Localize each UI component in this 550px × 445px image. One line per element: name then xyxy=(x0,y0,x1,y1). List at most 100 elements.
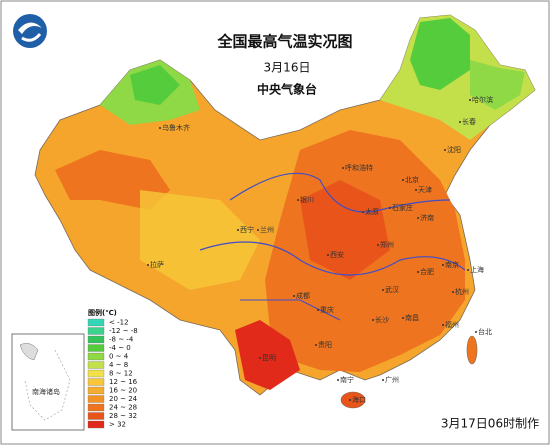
city-label: 兰州 xyxy=(260,225,274,234)
city-label: 天津 xyxy=(418,186,432,194)
legend-label: 0 ~ 4 xyxy=(109,353,129,361)
city-label: 南昌 xyxy=(405,313,419,322)
city-label: 西安 xyxy=(330,250,344,259)
city-label: 呼和浩特 xyxy=(345,163,373,172)
city-dot xyxy=(442,324,444,326)
city-label: 广州 xyxy=(385,375,399,384)
city-dot xyxy=(382,379,384,381)
city-label: 石家庄 xyxy=(392,203,413,212)
legend-swatch xyxy=(87,327,105,335)
city-dot xyxy=(342,167,344,169)
legend-swatch xyxy=(87,352,105,361)
city-dot xyxy=(315,344,317,346)
legend-label: -4 ~ 0 xyxy=(109,344,131,352)
legend: 图例(℃) < -12-12 ~ -8-8 ~ -4-4 ~ 00 ~ 44 ~… xyxy=(87,308,138,429)
city-label: 贵阳 xyxy=(318,340,332,349)
city-dot xyxy=(469,99,471,101)
legend-swatch xyxy=(87,420,105,429)
city-label: 哈尔滨 xyxy=(472,95,493,104)
agency: 中央气象台 xyxy=(257,82,317,97)
city-label: 南宁 xyxy=(340,375,354,384)
legend-swatch xyxy=(87,344,105,352)
city-label: 杭州 xyxy=(455,287,469,296)
legend-label: < -12 xyxy=(109,319,129,327)
date: 3月16日 xyxy=(264,61,311,75)
city-dot xyxy=(382,289,384,291)
legend-title: 图例(℃) xyxy=(88,308,117,317)
city-dot xyxy=(459,121,461,123)
city-dot xyxy=(475,331,477,333)
legend-swatch xyxy=(87,412,105,420)
city-dot xyxy=(159,127,161,129)
city-dot xyxy=(372,319,374,321)
title: 全国最高气温实况图 xyxy=(216,33,352,51)
city-label: 南京 xyxy=(445,260,459,269)
legend-swatch xyxy=(87,403,105,412)
legend-swatch xyxy=(87,361,105,369)
legend-label: 12 ~ 16 xyxy=(109,378,138,386)
city-dot xyxy=(415,189,417,191)
city-label: 武汉 xyxy=(385,285,399,294)
city-label: 重庆 xyxy=(320,305,334,314)
inset: 南海诸岛 xyxy=(11,333,85,431)
legend-label: 4 ~ 8 xyxy=(109,361,128,369)
city-label: 成都 xyxy=(296,291,310,300)
city-label: 西宁 xyxy=(240,225,254,234)
legend-label: > 32 xyxy=(109,421,126,429)
city-dot xyxy=(327,254,329,256)
city-label: 太原 xyxy=(365,207,379,216)
city-dot xyxy=(452,291,454,293)
city-dot xyxy=(293,295,295,297)
city-label: 郑州 xyxy=(380,241,394,249)
city-dot xyxy=(389,207,391,209)
city-label: 北京 xyxy=(405,175,419,184)
legend-label: 8 ~ 12 xyxy=(109,370,133,378)
city-label: 乌鲁木齐 xyxy=(162,123,190,132)
legend-swatch xyxy=(87,395,105,403)
city-label: 银川 xyxy=(300,195,314,204)
city-dot xyxy=(377,244,379,246)
footer: 3月17日06时制作 xyxy=(441,417,539,431)
city-dot xyxy=(402,179,404,181)
map xyxy=(34,14,536,409)
inset-label: 南海诸岛 xyxy=(32,387,60,396)
city-label: 昆明 xyxy=(262,354,276,362)
legend-label: -8 ~ -4 xyxy=(109,336,134,344)
city-label: 台北 xyxy=(478,327,492,336)
city-label: 济南 xyxy=(420,213,434,222)
city-dot xyxy=(402,317,404,319)
city-label: 沈阳 xyxy=(447,145,461,154)
city-dot xyxy=(417,271,419,273)
city-label: 福州 xyxy=(445,320,459,329)
city-label: 合肥 xyxy=(420,267,434,276)
legend-label: -12 ~ -8 xyxy=(109,327,138,335)
legend-swatch xyxy=(87,369,105,378)
city-label: 长春 xyxy=(462,117,476,126)
city-label: 海口 xyxy=(352,395,366,404)
city-dot xyxy=(297,199,299,201)
city-dot xyxy=(237,229,239,231)
legend-swatch xyxy=(87,386,105,395)
city-dot xyxy=(337,379,339,381)
legend-swatch xyxy=(87,318,105,327)
city-dot xyxy=(444,149,446,151)
legend-label: 20 ~ 24 xyxy=(109,395,138,403)
legend-label: 24 ~ 28 xyxy=(109,404,137,412)
city-label: 长沙 xyxy=(375,315,389,324)
city-dot xyxy=(442,264,444,266)
legend-swatch xyxy=(87,335,105,344)
legend-label: 16 ~ 20 xyxy=(109,387,137,395)
city-label: 上海 xyxy=(470,265,484,274)
city-label: 拉萨 xyxy=(150,260,164,269)
city-dot xyxy=(317,309,319,311)
city-dot xyxy=(259,357,261,359)
city-dot xyxy=(417,217,419,219)
city-dot xyxy=(362,211,364,213)
legend-swatch xyxy=(87,378,105,386)
city-dot xyxy=(467,269,469,271)
city-dot xyxy=(147,264,149,266)
legend-label: 28 ~ 32 xyxy=(109,412,137,420)
city-dot xyxy=(257,229,259,231)
